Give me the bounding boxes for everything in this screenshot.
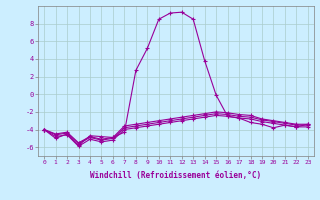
X-axis label: Windchill (Refroidissement éolien,°C): Windchill (Refroidissement éolien,°C)	[91, 171, 261, 180]
